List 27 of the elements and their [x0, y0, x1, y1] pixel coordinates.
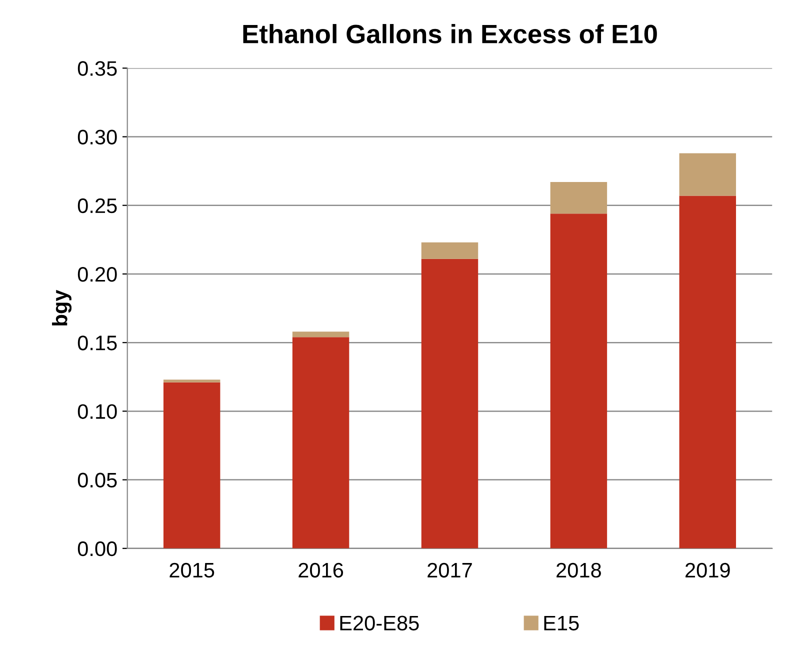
y-axis-title: bgy [52, 290, 72, 326]
x-tick-label: 2015 [170, 562, 214, 578]
x-tick-label: 2018 [556, 562, 601, 578]
x-tick-label: 2019 [686, 562, 730, 578]
y-tick-label: 0.05 [78, 472, 117, 488]
y-tick-label: 0.20 [78, 266, 117, 282]
chart-title: Ethanol Gallons in Excess of E10 [243, 24, 657, 44]
y-tick-label: 0.25 [78, 198, 117, 214]
x-tick-label: 2017 [428, 562, 472, 578]
bar [679, 196, 736, 548]
bar [292, 332, 350, 338]
bar [550, 182, 608, 214]
legend-label: E15 [544, 616, 579, 630]
y-tick-label: 0.30 [78, 130, 117, 145]
legend-label: E20-E85 [340, 616, 419, 630]
bar [421, 258, 478, 548]
y-tick-label: 0.35 [78, 61, 117, 76]
x-tick-label: 2016 [298, 562, 344, 578]
bar [292, 337, 350, 548]
bar [163, 380, 220, 382]
bar [421, 242, 478, 259]
bar [163, 382, 220, 548]
y-tick-label: 0.15 [78, 336, 117, 350]
y-tick-label: 0.00 [78, 541, 117, 556]
bar [550, 214, 608, 548]
bar [679, 153, 736, 196]
y-tick-label: 0.10 [78, 404, 117, 419]
